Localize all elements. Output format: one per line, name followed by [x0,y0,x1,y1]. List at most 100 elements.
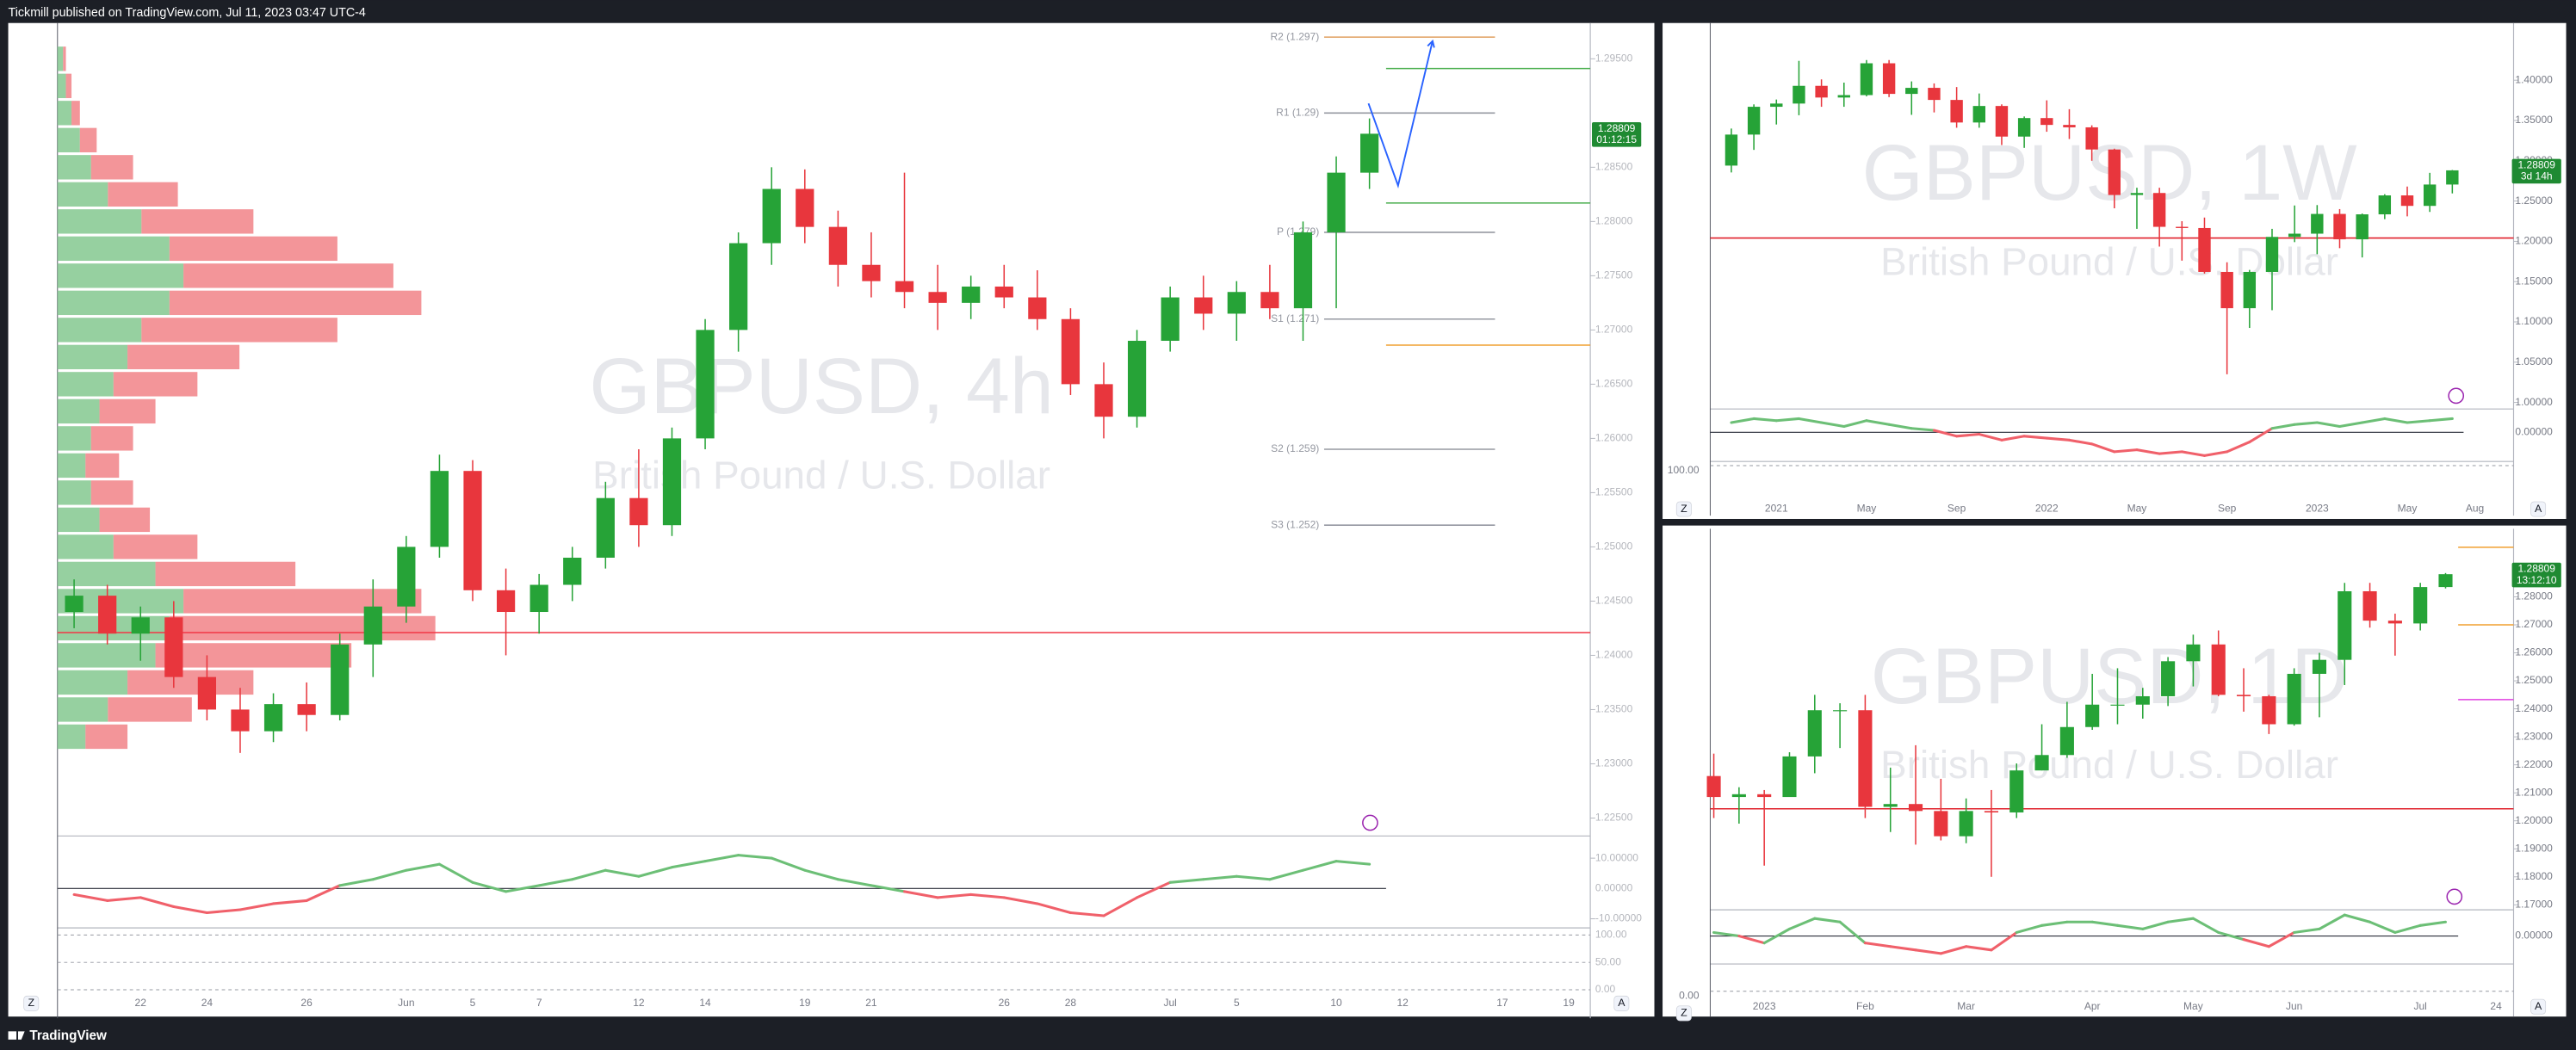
momentum-segment [2248,427,2274,444]
stoch-tick-label: 0.00 [1679,990,1700,1002]
weekly-panel [1663,22,2567,519]
x-tick-label: Jun [2286,1000,2302,1012]
y-tick-label: 1.27000 [1595,324,1633,336]
candle-body [928,292,947,303]
scale-button-label[interactable]: Z [28,997,34,1009]
stoch-tick-label: 50.00 [1595,955,1621,967]
scale-button-label[interactable]: A [2535,503,2542,515]
last-price-badge [2511,562,2561,588]
scale-button[interactable] [2530,998,2547,1015]
scale-button-label[interactable]: A [2535,1000,2542,1012]
candle-body [2110,704,2125,706]
candle-body [1934,811,1948,837]
candle-body [2262,695,2276,725]
momentum-segment [1889,945,1917,952]
momentum-segment [2135,448,2161,455]
profile-down [183,589,422,614]
profile-down [169,290,422,316]
publish-header: Tickmill published on TradingView.com, J… [9,6,366,20]
candle-body [2198,227,2211,272]
y-tick-label: 1.25500 [1595,486,1633,498]
momentum-segment [2115,923,2145,930]
momentum-segment [2242,938,2270,948]
candle-body [2211,644,2226,695]
momentum-segment [338,878,375,887]
candle-body [1837,95,1850,98]
profile-down [108,182,178,207]
last-price: 1.28809 [1598,122,1636,134]
x-tick-label: 19 [799,997,811,1009]
x-tick-label: Jul [1163,997,1176,1009]
candle-body [994,286,1013,298]
momentum-segment [305,884,342,902]
scale-button[interactable] [1613,995,1630,1011]
candle-body [1833,710,1848,712]
scale-button-label[interactable]: A [1618,997,1625,1009]
candle-body [2378,195,2392,215]
momentum-segment [670,860,707,869]
profile-down [183,263,393,288]
momentum-segment [1932,429,1959,438]
momentum-tick-label: -10.00000 [1595,912,1642,924]
y-tick-label: 1.26000 [2515,646,2553,658]
candle-body [1747,107,1761,135]
y-tick-label: 1.00000 [2515,396,2553,408]
scale-button[interactable] [23,995,40,1011]
pivot-label: R1 (1.29) [1276,106,1319,118]
profile-up [57,101,72,126]
profile-down [99,398,156,424]
candle-body [1950,100,1963,123]
momentum-segment [1168,878,1205,884]
candle-body [496,590,516,613]
profile-up [57,318,142,343]
y-tick-label: 1.28000 [1595,215,1633,227]
candle-body [1327,172,1346,232]
candle-body [2059,726,2074,756]
candle-body [2108,149,2121,195]
x-tick-label: May [2398,503,2418,515]
momentum-segment [2343,913,2372,923]
candle-body [1028,297,1047,319]
scale-button-label[interactable]: Z [1681,1007,1687,1019]
candle-body [2034,755,2049,771]
candle-body [1260,292,1279,309]
y-tick-label: 1.20000 [2515,814,2553,826]
candle-body [1815,85,1828,98]
momentum-segment [770,856,807,872]
momentum-segment [2418,920,2448,927]
profile-down [71,101,80,126]
scale-button-label[interactable]: Z [1681,503,1687,515]
profile-up [57,127,80,153]
scale-button[interactable] [1675,1005,1692,1022]
candle-body [2311,213,2324,234]
momentum-segment [471,880,508,893]
momentum-tick-label: 0.00000 [1595,882,1633,894]
momentum-segment [1978,433,2003,442]
momentum-segment [637,866,674,878]
brand-logo [8,1031,25,1040]
candle-body [2356,214,2369,240]
momentum-tick-label: 0.00000 [2515,930,2553,942]
profile-down [90,155,133,180]
profile-up [57,561,156,587]
bar-countdown: 3d 14h [2521,170,2553,182]
profile-up [57,263,184,288]
x-tick-label: Mar [1957,1000,1975,1012]
y-tick-label: 1.05000 [2515,355,2553,368]
x-tick-label: Sep [1947,503,1966,515]
profile-down [127,344,240,370]
y-tick-label: 1.26500 [1595,378,1633,390]
momentum-segment [205,908,242,915]
profile-down [169,236,337,262]
scale-button[interactable] [2530,501,2547,517]
momentum-segment [1990,930,2018,952]
candle-body [2243,271,2257,309]
momentum-segment [2158,450,2183,455]
momentum-segment [371,868,408,881]
momentum-segment [1955,433,1981,438]
candle-body [2135,695,2150,705]
y-tick-label: 1.28500 [1595,161,1633,173]
momentum-segment [172,905,208,915]
scale-button[interactable] [1675,501,1692,517]
